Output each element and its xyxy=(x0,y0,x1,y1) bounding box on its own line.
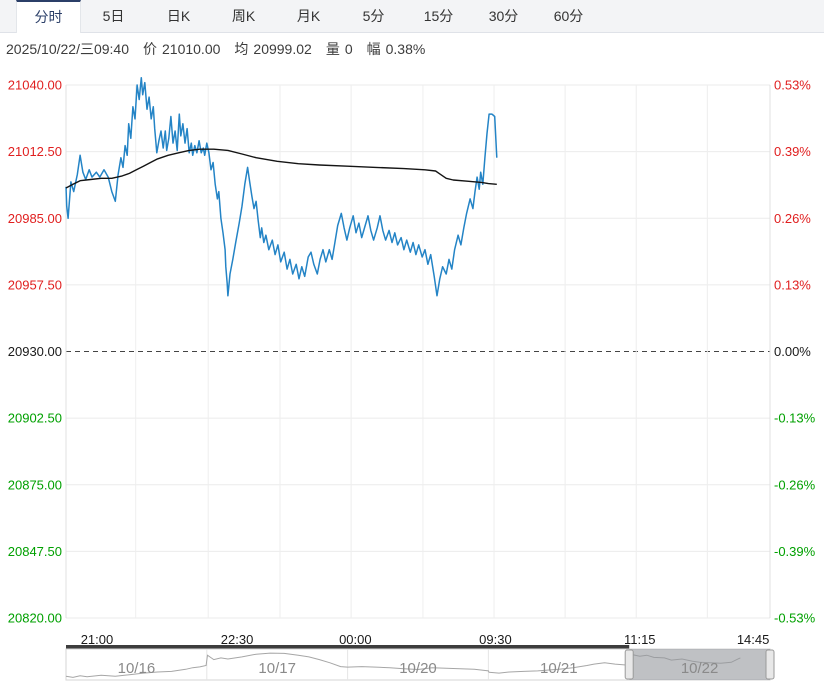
percent-axis-label-right: -0.13% xyxy=(774,411,816,426)
volume-value: 0 xyxy=(344,41,353,57)
datazoom-right-handle[interactable] xyxy=(765,649,775,680)
navigator-date-label: 10/20 xyxy=(399,660,437,677)
intraday-price-line xyxy=(65,76,498,297)
period-tabbar: 分时 5日 日K 周K 月K 5分 15分 30分 60分 xyxy=(0,0,824,33)
price-axis-label-left: 21012.50 xyxy=(8,144,62,159)
percent-axis-label-right: 0.13% xyxy=(774,277,811,292)
percent-axis-label-right: -0.39% xyxy=(774,544,816,559)
time-axis-label: 14:45 xyxy=(737,632,770,647)
quote-price: 价 21010.00 xyxy=(143,39,220,59)
tab-30min[interactable]: 30分 xyxy=(488,8,519,24)
price-axis-label-left: 20875.00 xyxy=(8,477,62,492)
price-axis-label-left: 20985.00 xyxy=(8,211,62,226)
intraday-chart: 21040.00 0.53% 21012.50 0.39% 20985.00 0.26% 2… xyxy=(8,76,816,681)
tab-weekly-k[interactable]: 周K xyxy=(231,8,256,24)
tab-15min[interactable]: 15分 xyxy=(423,8,454,24)
navigator-date-label: 10/21 xyxy=(540,660,578,677)
time-axis-label: 00:00 xyxy=(339,632,372,647)
percent-axis-label-right: 0.53% xyxy=(774,78,811,93)
price-axis-label-left: 20847.50 xyxy=(8,544,62,559)
percent-axis-label-right: -0.53% xyxy=(774,611,816,626)
time-axis-label: 11:15 xyxy=(624,632,656,647)
percent-axis-label-right: -0.26% xyxy=(774,477,816,492)
percent-axis-label-right: 0.00% xyxy=(774,344,811,359)
percent-axis-label-right: 0.26% xyxy=(774,211,811,226)
navigator-date-label: 10/17 xyxy=(258,660,296,677)
quote-change: 幅 0.38% xyxy=(367,39,426,59)
price-axis-label-left: 20820.00 xyxy=(8,611,62,626)
datazoom-window[interactable] xyxy=(629,649,770,680)
price-axis-label-left: 21040.00 xyxy=(8,78,62,93)
datazoom-move-handle[interactable] xyxy=(66,645,630,649)
average-price-line xyxy=(65,148,497,189)
change-value: 0.38% xyxy=(385,41,426,57)
time-axis-label: 21:00 xyxy=(81,632,114,647)
percent-axis-label-right: 0.39% xyxy=(774,144,811,159)
navigator-date-label: 10/22 xyxy=(681,660,719,677)
navigator-date-label: 10/16 xyxy=(118,660,156,677)
price-value: 21010.00 xyxy=(162,41,221,57)
tab-60min[interactable]: 60分 xyxy=(553,8,584,24)
tab-daily-k[interactable]: 日K xyxy=(166,8,191,24)
change-label: 幅 xyxy=(366,41,381,57)
price-label: 价 xyxy=(143,41,157,57)
time-axis-label: 22:30 xyxy=(221,632,254,647)
time-axis-label: 09:30 xyxy=(479,632,512,647)
tab-5day[interactable]: 5日 xyxy=(102,8,125,24)
price-axis-label-left: 20902.50 xyxy=(8,411,62,426)
quote-average: 均 20999.02 xyxy=(234,39,311,59)
price-axis-label-left: 20930.00 xyxy=(8,344,62,359)
price-axis-label-left: 20957.50 xyxy=(8,277,62,292)
avg-label: 均 xyxy=(234,41,249,57)
datazoom-left-handle[interactable] xyxy=(624,649,634,680)
tab-5min[interactable]: 5分 xyxy=(362,8,385,24)
tab-intraday[interactable]: 分时 xyxy=(16,0,81,33)
quote-datetime: 2025/10/22/三09:40 xyxy=(6,41,129,57)
chart-plot-area[interactable] xyxy=(66,85,770,618)
avg-value: 20999.02 xyxy=(253,41,312,57)
tab-monthly-k[interactable]: 月K xyxy=(296,8,321,24)
volume-label: 量 xyxy=(325,41,340,57)
